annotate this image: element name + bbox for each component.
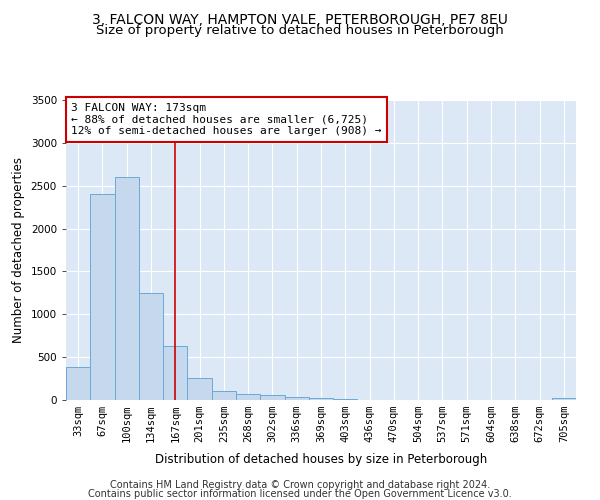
Bar bbox=[90, 194, 115, 400]
Bar bbox=[163, 346, 187, 400]
Bar bbox=[260, 396, 284, 400]
Text: 3 FALCON WAY: 173sqm
← 88% of detached houses are smaller (6,725)
12% of semi-de: 3 FALCON WAY: 173sqm ← 88% of detached h… bbox=[71, 103, 382, 136]
Bar bbox=[552, 398, 576, 400]
Text: 3, FALCON WAY, HAMPTON VALE, PETERBOROUGH, PE7 8EU: 3, FALCON WAY, HAMPTON VALE, PETERBOROUG… bbox=[92, 12, 508, 26]
Bar bbox=[139, 293, 163, 400]
Bar bbox=[333, 398, 358, 400]
Bar bbox=[212, 392, 236, 400]
Bar bbox=[309, 398, 333, 400]
Y-axis label: Number of detached properties: Number of detached properties bbox=[12, 157, 25, 343]
Bar bbox=[284, 398, 309, 400]
Bar bbox=[236, 394, 260, 400]
Text: Contains public sector information licensed under the Open Government Licence v3: Contains public sector information licen… bbox=[88, 489, 512, 499]
Text: Distribution of detached houses by size in Peterborough: Distribution of detached houses by size … bbox=[155, 452, 487, 466]
Bar bbox=[115, 177, 139, 400]
Text: Contains HM Land Registry data © Crown copyright and database right 2024.: Contains HM Land Registry data © Crown c… bbox=[110, 480, 490, 490]
Bar bbox=[187, 378, 212, 400]
Bar bbox=[66, 366, 90, 400]
Text: Size of property relative to detached houses in Peterborough: Size of property relative to detached ho… bbox=[96, 24, 504, 37]
